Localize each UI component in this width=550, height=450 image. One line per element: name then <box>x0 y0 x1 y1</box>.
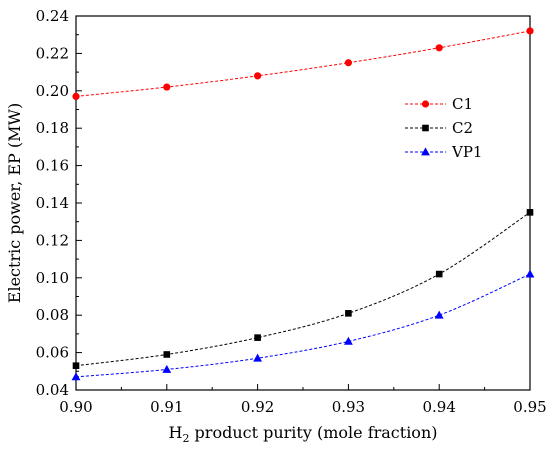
series-c1-point <box>435 44 443 52</box>
x-tick-label: 0.94 <box>422 398 455 416</box>
legend-label: C2 <box>452 119 473 137</box>
series-vp1-point <box>525 269 535 278</box>
x-tick-label: 0.91 <box>150 398 183 416</box>
legend-marker <box>421 147 430 156</box>
x-tick-label: 0.90 <box>59 398 92 416</box>
y-tick-label: 0.14 <box>36 194 69 212</box>
series-c2-point <box>526 209 534 216</box>
legend-item-vp1: VP1 <box>405 143 482 161</box>
series-c1-point <box>72 92 80 101</box>
x-tick-label: 0.92 <box>241 398 274 416</box>
series-vp1-point <box>162 364 172 373</box>
series-layer <box>71 27 535 381</box>
series-c2-line <box>75 211 531 367</box>
series-c2-point <box>254 334 261 341</box>
series-vp1 <box>71 269 535 381</box>
series-c2-point <box>163 351 171 358</box>
x-tick-label: 0.93 <box>332 398 365 416</box>
legend-item-c2: C2 <box>405 119 473 137</box>
y-tick-label: 0.24 <box>36 7 69 25</box>
series-c1 <box>72 27 534 101</box>
axis-ticks: 0.04 0.06 0.08 0.10 0.12 0.14 0.16 0.18 0.20 0.22… <box>36 7 547 416</box>
y-axis-title: Electric power, EP (MW) <box>5 103 24 303</box>
y-tick-label: 0.16 <box>36 157 69 175</box>
legend-item-c1: C1 <box>405 95 473 113</box>
series-vp1-point <box>253 353 262 362</box>
legend-marker <box>421 100 430 108</box>
y-tick-label: 0.12 <box>36 231 69 249</box>
series-vp1-point <box>434 310 444 319</box>
series-vp1-point <box>71 372 81 381</box>
series-c2 <box>72 209 534 369</box>
series-vp1-point <box>344 336 353 345</box>
y-tick-label: 0.04 <box>36 381 69 399</box>
series-c2-point <box>435 270 443 278</box>
y-tick-label: 0.18 <box>36 119 69 137</box>
x-tick-label: 0.95 <box>513 398 546 416</box>
series-c1-point <box>344 59 352 67</box>
x-axis-title: H2 product purity (mole fraction) <box>169 423 438 445</box>
series-c1-point <box>526 27 534 35</box>
y-tick-label: 0.08 <box>36 306 69 324</box>
y-tick-label: 0.06 <box>36 344 69 362</box>
legend-label: C1 <box>452 95 473 113</box>
legend-label: VP1 <box>451 143 482 161</box>
series-c2-point <box>345 310 352 317</box>
legend: C1 C2 VP1 <box>405 95 482 161</box>
series-c1-point <box>254 72 262 80</box>
legend-marker <box>422 124 429 132</box>
series-c2-point <box>72 362 80 369</box>
x-axis-title-subscript: 2 <box>182 432 189 445</box>
plot-frame <box>75 15 531 391</box>
y-tick-label: 0.20 <box>36 82 69 100</box>
series-vp1-line <box>75 273 531 378</box>
y-tick-label: 0.22 <box>36 44 69 62</box>
y-tick-label: 0.10 <box>36 269 69 287</box>
series-c1-point <box>163 83 171 91</box>
series-c1-line <box>75 30 531 97</box>
